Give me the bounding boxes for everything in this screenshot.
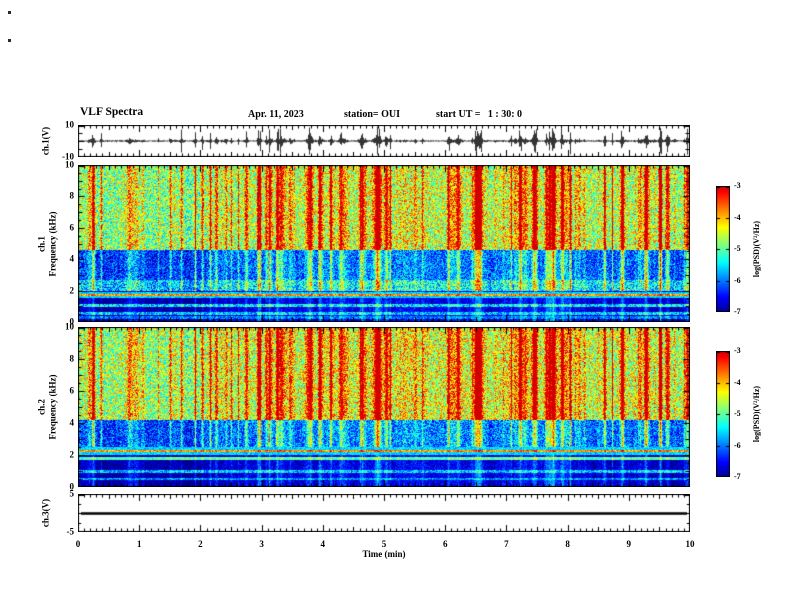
colorbar1-unit-label: log(PSD)(V²/Hz) — [752, 220, 761, 278]
colorbar2-tick-label: -7 — [734, 472, 741, 481]
colorbar2-unit-label: log(PSD)(V²/Hz) — [752, 385, 761, 443]
artifact-mark — [8, 39, 11, 42]
colorbar1-tick-label: -4 — [734, 212, 741, 222]
colorbar2-tick-label: -4 — [734, 377, 741, 387]
ch2-frequency-tick-label: 6 — [69, 385, 75, 396]
ch2-colorbar — [716, 351, 730, 477]
ch3-voltage-tick-label: -5 — [66, 526, 75, 537]
figure-title: VLF Spectra — [80, 106, 144, 118]
time-tick-label: 8 — [565, 539, 570, 549]
ch2-axis-channel-label: ch.2 — [36, 399, 47, 415]
ch3-waveform-panel — [78, 494, 690, 532]
time-tick-label: 6 — [442, 539, 448, 549]
ch1-frequency-tick-label: 8 — [69, 190, 75, 201]
ch2-frequency-axis-label: Frequency (kHz) — [47, 374, 58, 440]
ch1-frequency-tick-label: 10 — [65, 159, 74, 170]
ch1-axis-channel-label: ch.1 — [36, 236, 47, 252]
time-tick-label: 7 — [504, 539, 509, 549]
colorbar1-tick-label: -7 — [734, 307, 741, 316]
time-tick-label: 0 — [75, 539, 81, 549]
colorbar2-tick-label: -6 — [734, 440, 741, 450]
ch3-voltage-tick-label: 5 — [69, 488, 75, 499]
time-tick-label: 2 — [198, 539, 203, 549]
time-axis-label: Time (min) — [362, 549, 406, 559]
time-tick-label: 10 — [685, 539, 695, 549]
ch2-spectrogram-panel — [78, 327, 690, 487]
time-tick-label: 4 — [320, 539, 326, 549]
time-tick-label: 9 — [626, 539, 632, 549]
colorbar1-tick-label: -3 — [734, 181, 741, 190]
ch2-frequency-tick-label: 8 — [69, 353, 75, 364]
ch1-waveform-panel — [78, 125, 690, 157]
ch1-voltage-axis-label: ch.1(V) — [40, 126, 51, 156]
ch1-frequency-tick-label: 4 — [69, 253, 75, 264]
ch1-spectrogram-panel — [78, 165, 690, 322]
colorbar1-tick-label: -5 — [734, 244, 741, 253]
ch1-frequency-tick-label: 2 — [69, 285, 75, 296]
colorbar2-tick-label: -5 — [734, 409, 741, 418]
ch1-frequency-axis-label: Frequency (kHz) — [47, 211, 58, 277]
start-ut-label: start UT = 1 : 30: 0 — [436, 109, 523, 120]
ch2-frequency-tick-label: 4 — [69, 417, 75, 428]
date-label: Apr. 11, 2023 — [248, 109, 304, 120]
ch2-frequency-tick-label: 2 — [69, 449, 75, 460]
station-label: station= OUI — [344, 109, 400, 120]
ch3-voltage-axis-label: ch.3(V) — [40, 498, 51, 528]
ch1-frequency-tick-label: 0 — [69, 316, 75, 327]
artifact-mark — [8, 11, 11, 14]
ch1-voltage-tick-label: 10 — [65, 119, 74, 130]
time-tick-label: 1 — [136, 539, 142, 549]
time-tick-label: 5 — [381, 539, 387, 549]
ch2-frequency-tick-label: 0 — [69, 481, 75, 492]
ch1-voltage-tick-label: -10 — [62, 151, 74, 162]
ch1-colorbar — [716, 186, 730, 312]
colorbar1-tick-label: -6 — [734, 275, 741, 285]
ch1-frequency-tick-label: 6 — [69, 222, 75, 233]
time-tick-label: 3 — [259, 539, 264, 549]
ch2-frequency-tick-label: 10 — [65, 321, 74, 332]
colorbar2-tick-label: -3 — [734, 346, 741, 355]
